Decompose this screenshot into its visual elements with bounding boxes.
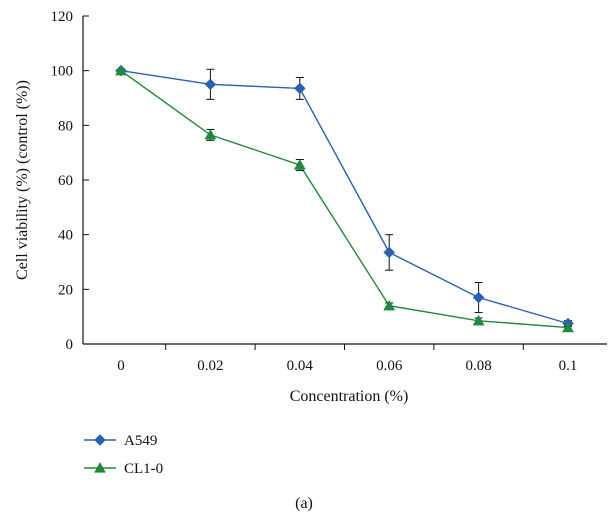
data-point [115,64,127,76]
series-cl1-0 [115,64,574,333]
x-tick-label: 0.06 [376,358,403,374]
x-tick-label: 0.08 [465,358,491,374]
y-axis-title: Cell viability (%) (control (%)) [14,80,31,280]
data-point [204,78,217,91]
y-tick-label: 20 [58,282,73,298]
y-tick-label: 60 [58,173,73,189]
data-point [383,246,396,259]
x-axis-title: Concentration (%) [290,388,409,405]
series-a549 [115,64,574,330]
y-tick-label: 120 [51,9,74,25]
x-tick-label: 0.04 [287,358,314,374]
legend-label: A549 [124,433,157,449]
y-tick-label: 100 [51,64,74,80]
data-point [472,314,485,326]
x-tick-label: 0.02 [197,358,223,374]
legend-label: CL1-0 [124,461,163,477]
panel-label: (a) [295,495,313,512]
data-point [293,158,306,170]
data-point [562,321,574,333]
legend-swatch-marker [94,461,106,473]
y-tick-label: 0 [66,337,74,353]
x-tick-label: 0 [117,358,125,374]
legend-swatch-marker [94,434,106,446]
axes: 0 20 40 60 80 100 120 0 0.02 0.04 0.06 0.08 0.1 [51,9,607,374]
x-tick-label: 0.1 [559,358,578,374]
data-point [204,128,217,140]
series-line [120,69,569,325]
legend-item: CL1-0 [84,461,163,477]
data-point [293,82,306,95]
series-line [120,70,569,329]
data-point [383,299,396,311]
data-point [472,291,485,304]
legend-item: A549 [84,433,157,449]
y-tick-label: 80 [58,118,73,134]
legend: A549 CL1-0 [84,433,163,477]
series-layer [115,64,574,333]
y-tick-label: 40 [58,228,73,244]
